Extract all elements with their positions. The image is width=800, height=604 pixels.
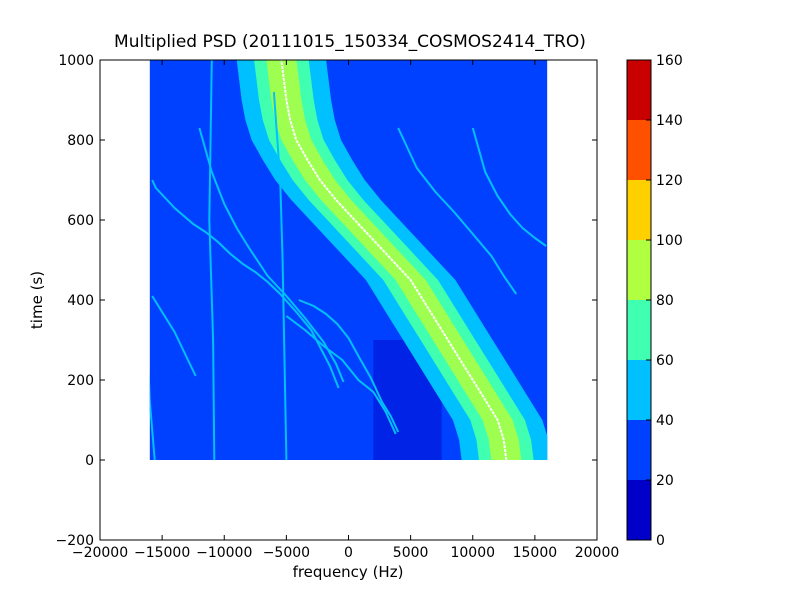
colorbar-segment <box>627 420 651 480</box>
colorbar-tick-label: 160 <box>656 53 683 69</box>
faint-trace-4 <box>298 299 400 433</box>
chart-title: Multiplied PSD (20111015_150334_COSMOS24… <box>114 32 586 52</box>
y-tick-label: 1000 <box>58 53 94 69</box>
colorbar-tick-label: 60 <box>656 353 674 369</box>
x-tick-label: 0 <box>344 545 353 561</box>
main-band-center-trace <box>280 60 508 460</box>
faint-trace-8 <box>208 60 216 460</box>
x-tick-label: 20000 <box>575 545 620 561</box>
axes: −20000 −15000 −10000 −5000 0 5000 10000 15000 20… <box>56 53 620 561</box>
colorbar-segment <box>627 60 651 120</box>
main-band-core <box>266 60 522 460</box>
x-tick-label: −20000 <box>72 545 128 561</box>
colorbar: 0 20 40 60 80 100 120 140 160 <box>626 53 683 549</box>
colorbar-segment <box>627 360 651 420</box>
colorbar-tick-label: 120 <box>656 173 683 189</box>
faint-trace-0 <box>151 179 340 389</box>
colorbar-tick-label: 40 <box>656 413 674 429</box>
colorbar-tick-label: 100 <box>656 233 683 249</box>
spectrogram-image <box>149 60 548 460</box>
colorbar-segment <box>627 240 651 300</box>
colorbar-tick-label: 80 <box>656 293 674 309</box>
y-axis-label: time (s) <box>28 271 46 329</box>
faint-trace-6 <box>471 127 547 247</box>
y-tick-label: 0 <box>85 453 94 469</box>
x-tick-label: 5000 <box>393 545 429 561</box>
x-axis-label: frequency (Hz) <box>293 563 404 581</box>
y-tick-label: 400 <box>67 293 94 309</box>
colorbar-tick-label: 140 <box>656 113 683 129</box>
x-tick-label: −15000 <box>134 545 190 561</box>
y-tick-label: −200 <box>56 533 94 549</box>
colorbar-segment <box>627 120 651 180</box>
faint-trace-3 <box>285 315 397 435</box>
x-tick-label: 10000 <box>450 545 495 561</box>
colorbar-segment <box>627 300 651 360</box>
faint-trace-1 <box>151 295 197 377</box>
y-tick-label: 800 <box>67 133 94 149</box>
plot-area <box>149 60 548 460</box>
colorbar-segment <box>627 480 651 540</box>
y-tick-label: 600 <box>67 213 94 229</box>
faint-trace-5 <box>397 127 518 295</box>
faint-trace-9 <box>149 372 156 460</box>
y-tick-label: 200 <box>67 373 94 389</box>
colorbar-tick-label: 0 <box>656 533 665 549</box>
colorbar-segment <box>627 180 651 240</box>
colorbar-tick-label: 20 <box>656 473 674 489</box>
faint-trace-7 <box>272 91 288 460</box>
x-tick-label: −10000 <box>196 545 252 561</box>
x-tick-label: 15000 <box>513 545 558 561</box>
x-tick-label: −5000 <box>263 545 310 561</box>
